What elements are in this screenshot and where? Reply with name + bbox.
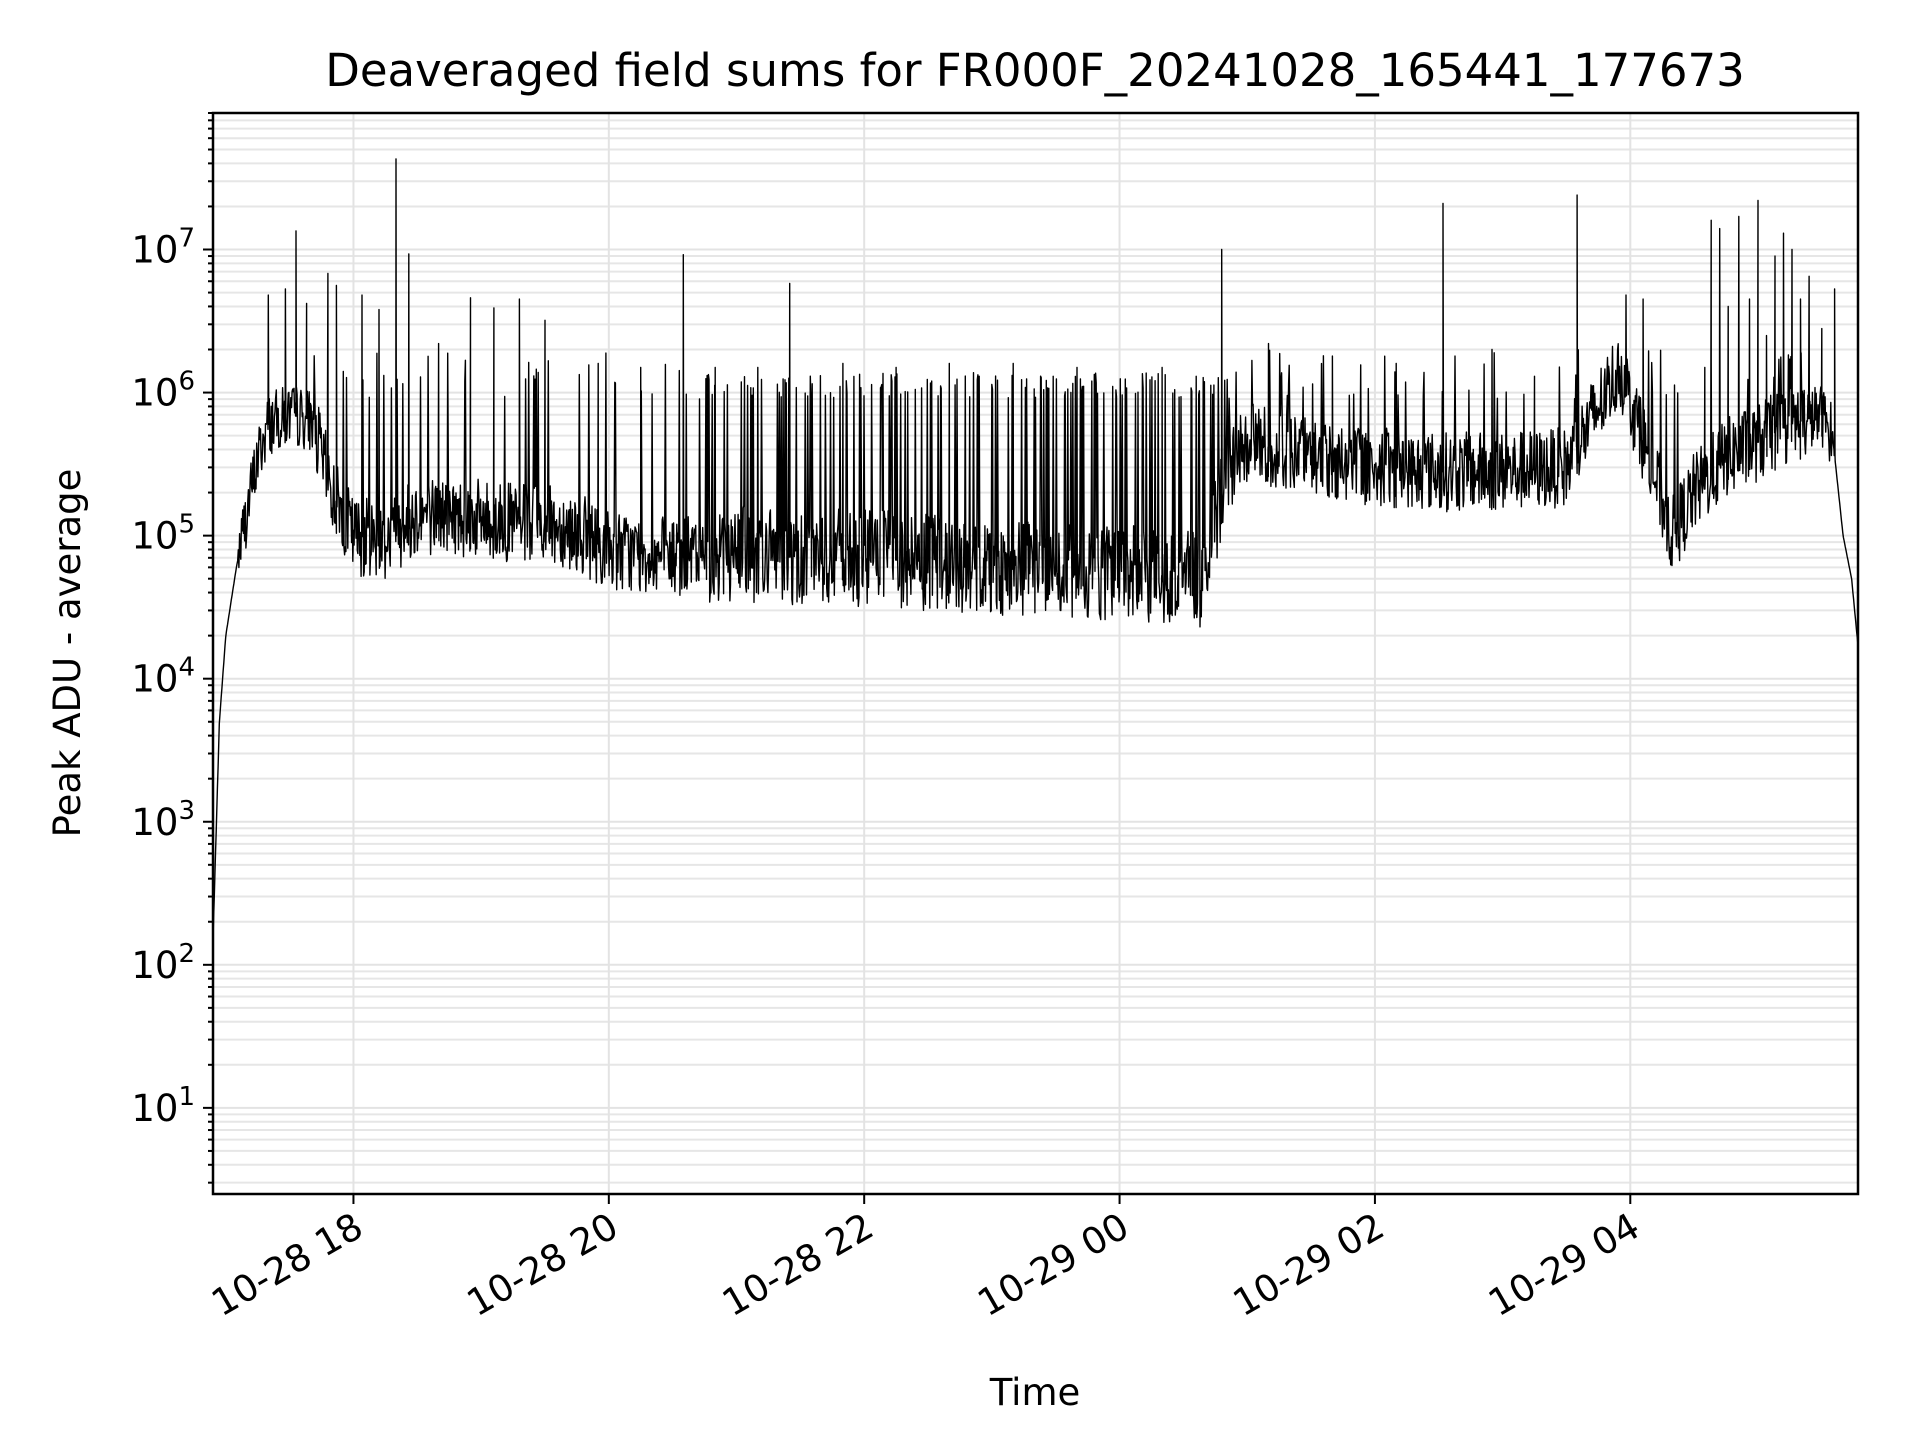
y-tick-label: 107 <box>131 224 195 272</box>
y-axis: 101 102 103 104 105 106 107 <box>131 112 213 1184</box>
y-tick-label: 101 <box>131 1082 195 1130</box>
series-line <box>212 158 1859 940</box>
y-tick-label: 103 <box>131 796 195 844</box>
x-axis-label: Time <box>989 1371 1081 1414</box>
y-tick-label: 105 <box>131 510 195 558</box>
y-tick-label: 106 <box>131 367 195 415</box>
y-tick-label: 104 <box>131 653 195 701</box>
chart-title: Deaveraged field sums for FR000F_2024102… <box>325 44 1745 97</box>
data-series <box>212 158 1859 940</box>
y-axis-label: Peak ADU - average <box>46 469 89 838</box>
plot-frame <box>211 111 1860 1196</box>
plot-area <box>213 113 1858 1194</box>
y-tick-label: 102 <box>131 939 195 987</box>
